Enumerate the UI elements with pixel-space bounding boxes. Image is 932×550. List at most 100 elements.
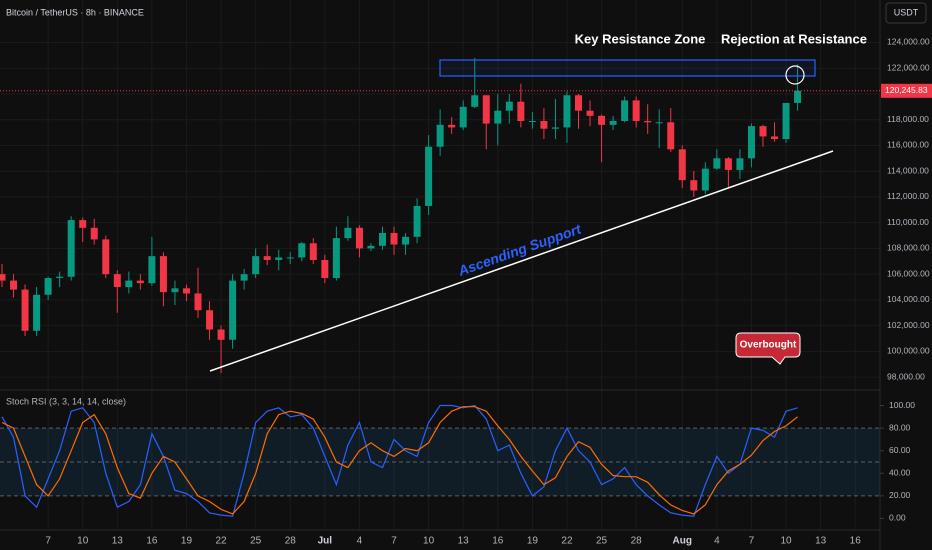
candle-body bbox=[332, 238, 340, 279]
candle-body bbox=[67, 220, 75, 277]
candle-body bbox=[56, 276, 64, 279]
x-tick-label: Aug bbox=[673, 536, 692, 547]
candle-body bbox=[252, 256, 260, 275]
annotation: Rejection at Resistance bbox=[721, 31, 867, 46]
x-tick-label: 28 bbox=[631, 536, 643, 547]
grid bbox=[0, 0, 880, 530]
y-tick-label: 100,000.00 bbox=[887, 346, 930, 356]
y-tick-label: 100.00 bbox=[889, 400, 915, 410]
candle-body bbox=[44, 278, 52, 295]
x-tick-label: 16 bbox=[146, 536, 158, 547]
candle-body bbox=[10, 280, 18, 290]
candle-body bbox=[90, 227, 98, 240]
candle-body bbox=[321, 260, 329, 279]
candle-body bbox=[644, 120, 652, 123]
last-price-label: 120,245.83 bbox=[885, 85, 928, 95]
y-tick-label: 106,000.00 bbox=[887, 268, 930, 278]
candle-body bbox=[436, 124, 444, 147]
y-tick-label: 124,000.00 bbox=[887, 37, 930, 47]
y-tick-label: 118,000.00 bbox=[887, 114, 929, 124]
candle-body bbox=[171, 288, 179, 293]
stoch-line bbox=[1, 406, 798, 515]
candle-body bbox=[759, 126, 767, 137]
indicator-title: Stoch RSI (3, 3, 14, 14, close) bbox=[6, 396, 126, 406]
x-tick-label: 19 bbox=[527, 536, 539, 547]
y-tick-label: 40.00 bbox=[889, 468, 911, 478]
candle-body bbox=[240, 274, 248, 281]
candle-body bbox=[402, 236, 410, 245]
x-tick-label: 10 bbox=[423, 536, 435, 547]
candle-body bbox=[229, 280, 237, 340]
y-tick-label: 20.00 bbox=[889, 490, 911, 500]
currency[interactable]: USDT bbox=[894, 7, 919, 17]
candle-body bbox=[275, 257, 283, 260]
x-tick-label: Jul bbox=[318, 536, 333, 547]
candle-body bbox=[609, 120, 617, 125]
candle-body bbox=[136, 280, 144, 284]
candle-body bbox=[794, 90, 802, 103]
y-tick-label: 104,000.00 bbox=[887, 294, 930, 304]
candle-body bbox=[355, 227, 363, 249]
candle-body bbox=[701, 168, 709, 191]
symbol-title: Bitcoin / TetherUS · 8h · BINANCE bbox=[6, 7, 144, 17]
candle-body bbox=[655, 122, 663, 124]
candle-body bbox=[540, 120, 548, 129]
candle-body bbox=[575, 95, 582, 111]
y-tick-label: 110,000.00 bbox=[887, 217, 929, 227]
candle-body bbox=[713, 158, 721, 169]
candle-body bbox=[448, 124, 456, 128]
candle-body bbox=[33, 294, 41, 331]
x-tick-label: 22 bbox=[216, 536, 228, 547]
x-tick-label: 22 bbox=[561, 536, 573, 547]
y-tick-label: 0.00 bbox=[889, 513, 906, 523]
candle-body bbox=[528, 120, 536, 122]
x-tick-label: 16 bbox=[850, 536, 862, 547]
candle-body bbox=[159, 256, 167, 293]
y-tick-label: 114,000.00 bbox=[887, 165, 929, 175]
candle-body bbox=[505, 101, 513, 111]
rejection-circle bbox=[785, 65, 805, 85]
resistance-zone bbox=[439, 59, 816, 77]
candle-body bbox=[736, 158, 744, 170]
y-tick-label: 112,000.00 bbox=[887, 191, 929, 201]
x-tick-label: 13 bbox=[112, 536, 124, 547]
candle-body bbox=[771, 136, 779, 140]
candle-body bbox=[690, 180, 698, 191]
candle-body bbox=[598, 115, 606, 125]
candle-body bbox=[586, 110, 594, 116]
x-tick-label: 7 bbox=[391, 536, 397, 547]
y-tick-label: 60.00 bbox=[889, 445, 911, 455]
x-tick-label: 4 bbox=[714, 536, 720, 547]
candle-body bbox=[425, 146, 433, 206]
x-tick-label: 13 bbox=[458, 536, 470, 547]
candle-body bbox=[517, 101, 525, 121]
candle-body bbox=[298, 243, 306, 258]
overbought-badge bbox=[735, 332, 801, 365]
candle-body bbox=[102, 239, 110, 275]
candle-body bbox=[79, 220, 87, 228]
x-tick-label: 16 bbox=[492, 536, 504, 547]
candle-body bbox=[747, 126, 755, 159]
candle-body bbox=[0, 274, 6, 281]
currency-box[interactable] bbox=[885, 2, 927, 24]
stoch-line bbox=[1, 404, 798, 517]
candle-body bbox=[367, 245, 375, 249]
x-tick-label: 28 bbox=[285, 536, 297, 547]
candle-body bbox=[494, 110, 502, 124]
y-tick-label: 102,000.00 bbox=[887, 320, 930, 330]
support-line bbox=[209, 150, 834, 372]
x-tick-label: 7 bbox=[45, 536, 51, 547]
candle-body bbox=[344, 227, 352, 239]
candle-body bbox=[263, 256, 271, 260]
x-tick-label: 19 bbox=[181, 536, 193, 547]
candle-body bbox=[21, 289, 29, 331]
y-tick-label: 116,000.00 bbox=[887, 140, 929, 150]
x-tick-label: 7 bbox=[749, 536, 755, 547]
x-tick-label: 4 bbox=[357, 536, 363, 547]
y-tick-label: 122,000.00 bbox=[887, 62, 930, 72]
y-tick-label: 80.00 bbox=[889, 422, 911, 432]
candle-body bbox=[217, 329, 225, 340]
x-tick-label: 25 bbox=[596, 536, 608, 547]
x-tick-label: 10 bbox=[77, 536, 89, 547]
